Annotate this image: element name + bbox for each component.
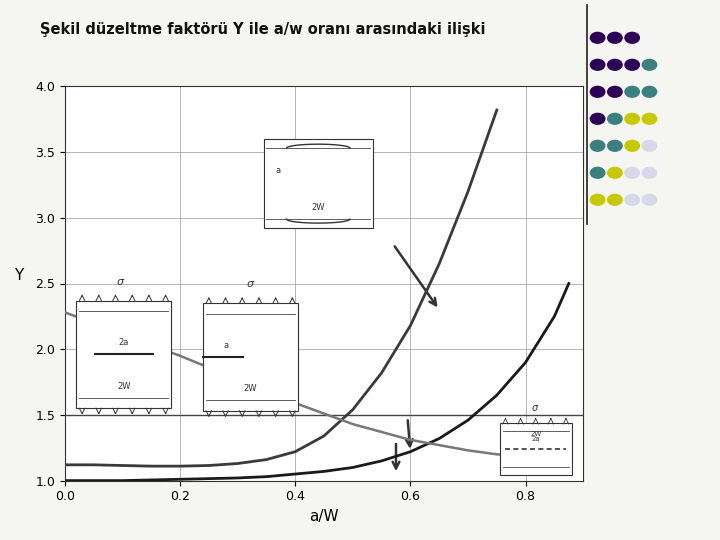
Text: 2a: 2a <box>119 338 129 347</box>
Text: $\sigma$: $\sigma$ <box>531 403 540 413</box>
Text: 2W: 2W <box>312 203 325 212</box>
Text: 2W: 2W <box>117 382 130 390</box>
Text: a: a <box>223 341 229 350</box>
Text: 2W: 2W <box>530 431 541 437</box>
Text: 2a: 2a <box>531 436 540 442</box>
Bar <box>500 423 572 475</box>
X-axis label: a/W: a/W <box>309 509 339 524</box>
Text: $\sigma$: $\sigma$ <box>117 277 125 287</box>
Bar <box>203 303 298 411</box>
Text: 2W: 2W <box>244 384 257 393</box>
Text: Şekil düzeltme faktörü Y ile a/w oranı arasındaki ilişki: Şekil düzeltme faktörü Y ile a/w oranı a… <box>40 22 485 37</box>
Text: $\sigma$: $\sigma$ <box>246 279 255 289</box>
Y-axis label: Y: Y <box>14 268 23 284</box>
Bar <box>76 301 171 408</box>
Bar <box>264 139 373 228</box>
Text: a: a <box>275 166 281 175</box>
